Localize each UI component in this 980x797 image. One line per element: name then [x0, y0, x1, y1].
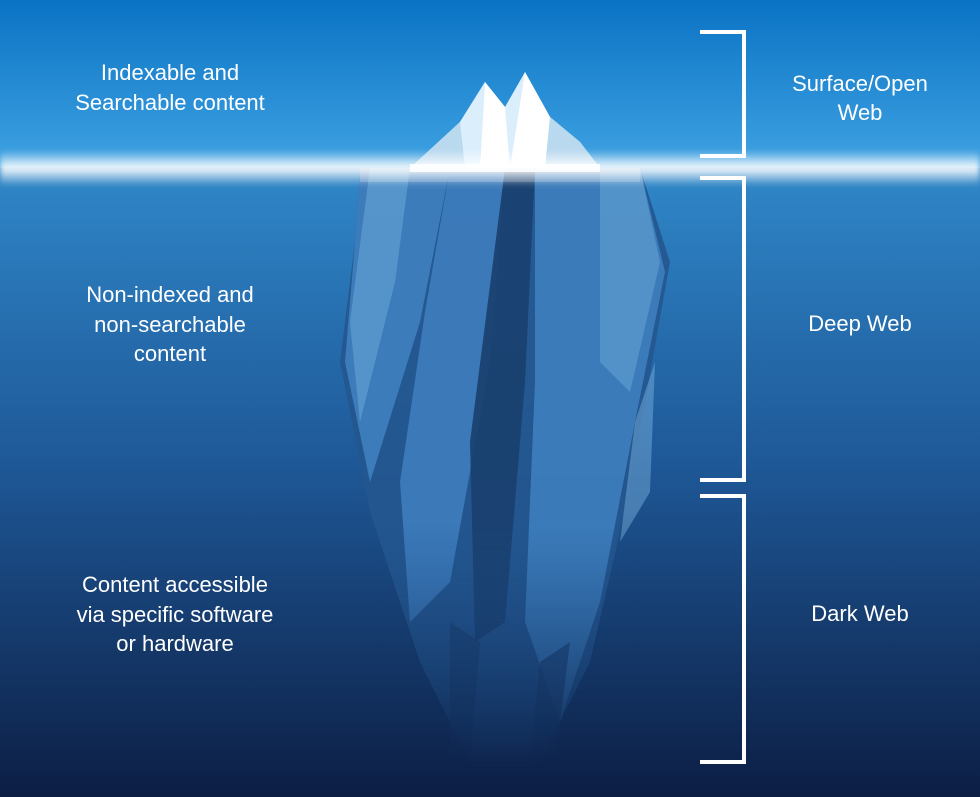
infographic-canvas: Indexable andSearchable content Non-inde… — [0, 0, 980, 797]
deep-description: Non-indexed andnon-searchablecontent — [40, 280, 300, 369]
deep-label: Deep Web — [760, 310, 960, 339]
dark-bracket — [700, 494, 746, 764]
surface-label: Surface/OpenWeb — [760, 70, 960, 127]
iceberg-illustration — [300, 62, 700, 772]
dark-description: Content accessiblevia specific softwareo… — [30, 570, 320, 659]
deep-bracket — [700, 176, 746, 482]
surface-bracket — [700, 30, 746, 158]
surface-description: Indexable andSearchable content — [40, 58, 300, 117]
dark-label: Dark Web — [760, 600, 960, 629]
